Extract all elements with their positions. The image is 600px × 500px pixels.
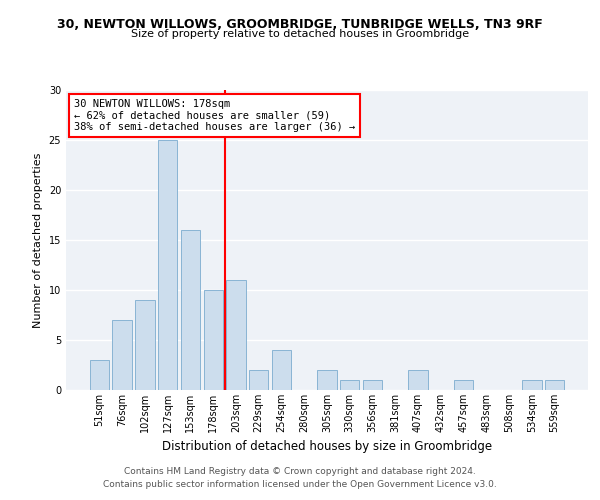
X-axis label: Distribution of detached houses by size in Groombridge: Distribution of detached houses by size … <box>162 440 492 454</box>
Text: 30 NEWTON WILLOWS: 178sqm
← 62% of detached houses are smaller (59)
38% of semi-: 30 NEWTON WILLOWS: 178sqm ← 62% of detac… <box>74 99 355 132</box>
Bar <box>409 370 428 390</box>
Text: Contains HM Land Registry data © Crown copyright and database right 2024.: Contains HM Land Registry data © Crown c… <box>124 467 476 476</box>
Bar <box>522 380 542 390</box>
Bar <box>203 290 223 390</box>
Text: 30, NEWTON WILLOWS, GROOMBRIDGE, TUNBRIDGE WELLS, TN3 9RF: 30, NEWTON WILLOWS, GROOMBRIDGE, TUNBRID… <box>57 18 543 30</box>
Bar <box>363 380 382 390</box>
Bar <box>272 350 291 390</box>
Text: Size of property relative to detached houses in Groombridge: Size of property relative to detached ho… <box>131 29 469 39</box>
Bar <box>158 140 178 390</box>
Bar <box>317 370 337 390</box>
Bar <box>454 380 473 390</box>
Bar <box>226 280 245 390</box>
Text: Contains public sector information licensed under the Open Government Licence v3: Contains public sector information licen… <box>103 480 497 489</box>
Bar <box>90 360 109 390</box>
Bar <box>545 380 564 390</box>
Bar <box>112 320 132 390</box>
Bar <box>340 380 359 390</box>
Bar <box>135 300 155 390</box>
Bar <box>249 370 268 390</box>
Bar <box>181 230 200 390</box>
Y-axis label: Number of detached properties: Number of detached properties <box>33 152 43 328</box>
